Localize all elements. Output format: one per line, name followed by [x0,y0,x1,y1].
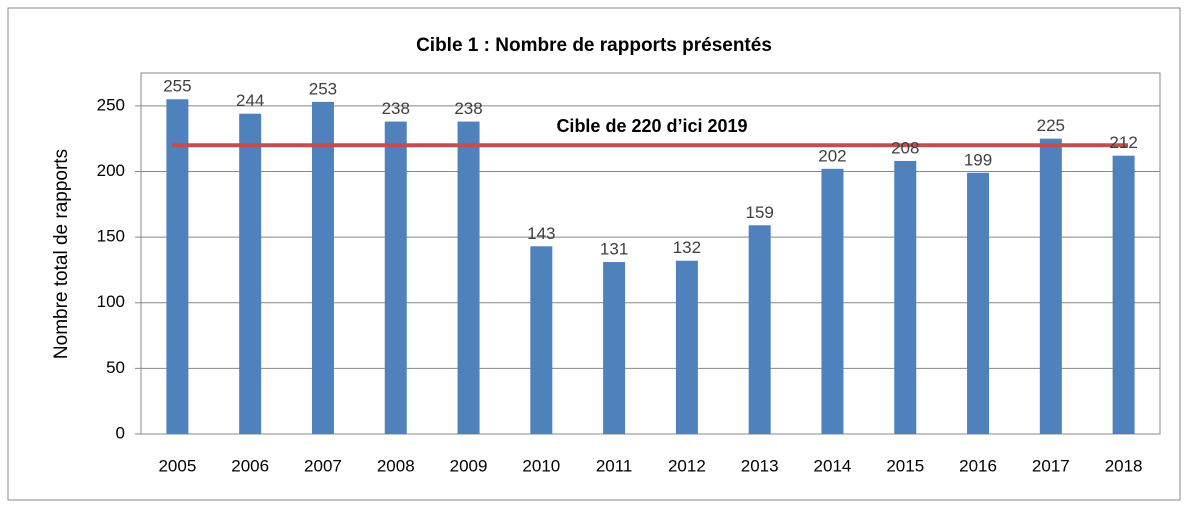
x-tick-label: 2009 [450,456,488,475]
value-label: 131 [600,240,628,259]
bar [166,99,189,434]
bar [239,113,262,434]
x-tick-label: 2012 [668,456,706,475]
x-tick-label: 2016 [959,456,997,475]
x-tick-label: 2011 [596,456,633,475]
x-tick-label: 2008 [377,456,415,475]
value-label: 199 [964,150,992,169]
bar [1112,155,1135,434]
value-label: 238 [454,99,482,118]
y-axis-label: Nombre total de rapports [51,149,72,359]
bar [530,246,553,434]
y-tick-label: 200 [97,161,125,180]
x-tick-label: 2013 [741,456,779,475]
y-tick-label: 0 [116,423,125,442]
bar [603,262,626,434]
y-tick-label: 50 [106,358,125,377]
x-tick-label: 2007 [304,456,342,475]
x-tick-label: 2010 [522,456,560,475]
chart-title: Cible 1 : Nombre de rapports présentés [416,35,772,56]
x-tick-label: 2006 [231,456,269,475]
bar [967,172,990,434]
x-tick-label: 2017 [1032,456,1070,475]
value-label: 212 [1109,133,1137,152]
bar [457,121,480,434]
bar [384,121,407,434]
value-label: 253 [309,79,337,98]
x-tick-label: 2018 [1105,456,1143,475]
value-label: 255 [163,77,191,96]
value-label: 202 [818,146,846,165]
target-label: Cible de 220 d’ici 2019 [556,116,747,136]
value-label: 238 [382,99,410,118]
value-label: 244 [236,91,264,110]
value-label: 208 [891,138,919,157]
value-label: 132 [673,238,701,257]
x-tick-label: 2014 [814,456,852,475]
y-tick-label: 100 [97,292,125,311]
y-tick-label: 250 [97,95,125,114]
bar [1039,138,1062,435]
x-tick-label: 2005 [158,456,196,475]
value-label: 143 [527,224,555,243]
bar [748,225,771,434]
bar [675,260,698,434]
value-label: 159 [745,203,773,222]
bar [311,101,334,434]
bar [821,168,844,434]
y-tick-label: 150 [97,227,125,246]
value-label: 225 [1037,116,1065,135]
bar [894,160,917,434]
x-tick-label: 2015 [886,456,924,475]
